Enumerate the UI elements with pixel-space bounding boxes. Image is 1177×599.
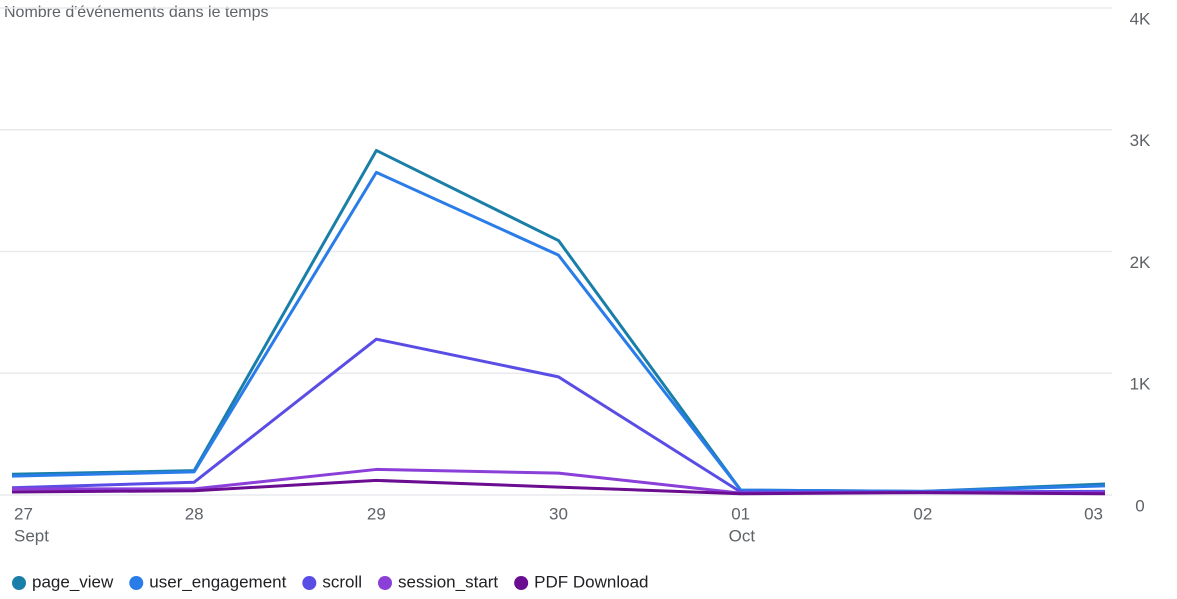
x-tick-label: 02 — [913, 504, 932, 523]
x-tick-label: 29 — [367, 504, 386, 523]
series-line — [11, 337, 1106, 494]
x-tick-label: 27 — [14, 504, 33, 523]
x-tick-label: 03 — [1084, 504, 1103, 523]
legend-marker — [129, 576, 144, 590]
legend-marker — [514, 576, 529, 590]
legend-label: scroll — [322, 572, 362, 591]
y-tick-label: 2K — [1130, 253, 1151, 272]
legend-label: session_start — [398, 572, 498, 591]
series-line — [11, 170, 1106, 493]
legend-label: page_view — [32, 572, 114, 591]
legend-label: user_engagement — [149, 572, 286, 591]
x-sub-label: Oct — [729, 526, 756, 545]
x-tick-label: 28 — [185, 504, 204, 523]
x-tick-label: 30 — [549, 504, 568, 523]
legend-marker — [302, 576, 317, 590]
y-tick-label: 0 — [1135, 496, 1144, 515]
y-tick-label: 3K — [1130, 131, 1151, 150]
x-sub-label: Sept — [14, 526, 49, 545]
y-tick-label: 1K — [1130, 375, 1151, 394]
legend-marker — [378, 576, 392, 590]
legend-label: PDF Download — [534, 572, 648, 591]
y-tick-label: 4K — [1130, 9, 1151, 28]
chart-title: Nombre d'événements dans le temps — [4, 4, 269, 21]
series-line — [11, 478, 1106, 496]
legend-marker — [12, 576, 26, 590]
x-tick-label: 01 — [731, 504, 750, 523]
series-line — [11, 148, 1106, 493]
